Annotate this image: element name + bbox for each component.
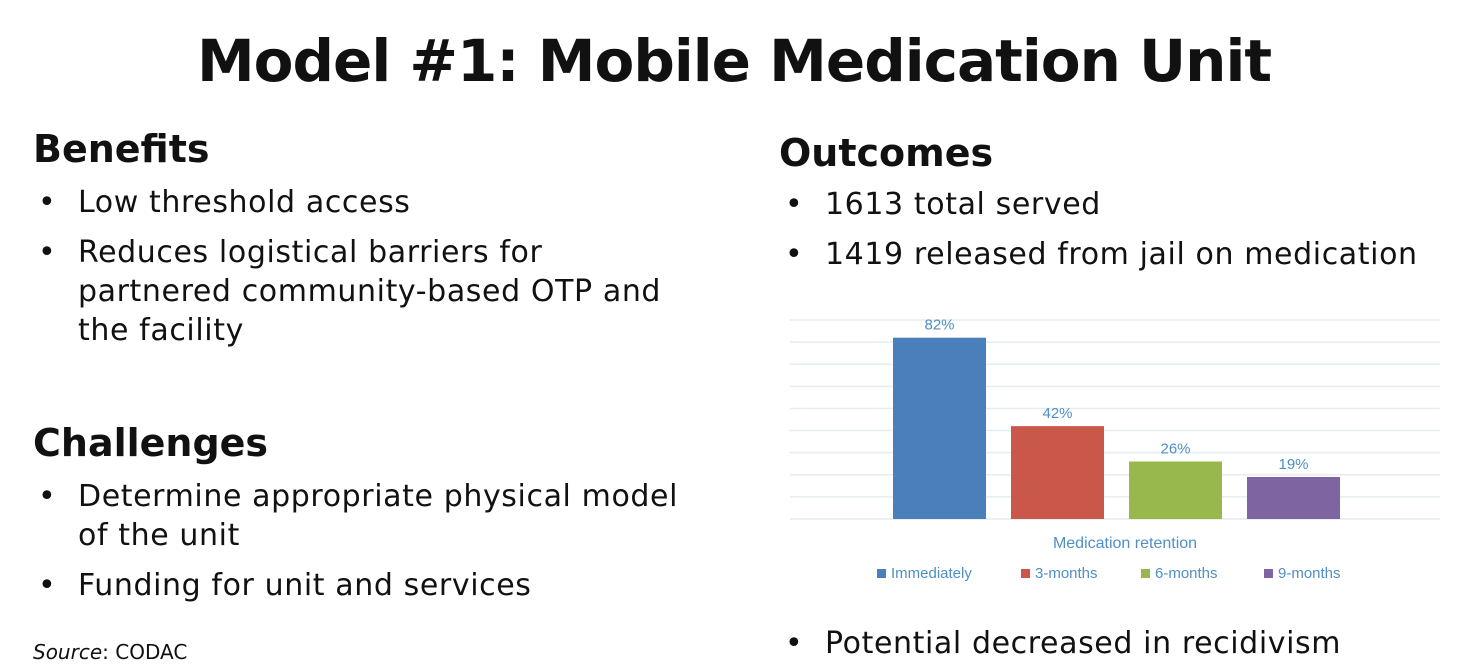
chart-legend-swatch — [1141, 569, 1150, 578]
source-text: : CODAC — [102, 640, 188, 664]
list-item: Determine appropriate physical model of … — [33, 477, 713, 555]
chart-legend-item: 6-months — [1141, 565, 1218, 582]
chart-legend-swatch — [1021, 569, 1030, 578]
chart-legend-item: Immediately — [877, 565, 972, 582]
outcomes-list: 1613 total served 1419 released from jai… — [780, 185, 1460, 274]
benefits-list: Low threshold access Reduces logistical … — [33, 183, 673, 350]
chart-legend: Immediately 3-months 6-months 9-months — [877, 565, 1341, 582]
chart-x-axis-label: Medication retention — [1053, 535, 1197, 552]
chart-legend-swatch — [877, 569, 886, 578]
chart-bar-9-months — [1247, 476, 1340, 519]
chart-value-labels: 82% 42% 26% 19% — [924, 317, 1308, 473]
chart-value-label: 42% — [1042, 405, 1072, 422]
chart-value-label: 26% — [1160, 441, 1190, 458]
chart-bar-3-months — [1011, 426, 1104, 519]
medication-retention-chart: 82% 42% 26% 19% Medication retention Immedi… — [780, 290, 1450, 600]
list-item: Low threshold access — [33, 183, 673, 222]
list-item: Reduces logistical barriers for partnere… — [33, 233, 673, 350]
chart-legend-item: 9-months — [1264, 565, 1341, 582]
chart-legend-label: 6-months — [1155, 565, 1218, 582]
source-citation: Source: CODAC — [33, 638, 187, 666]
chart-bar-6-months — [1129, 461, 1222, 519]
chart-bar-immediately — [893, 337, 986, 519]
chart-gridlines — [790, 319, 1440, 520]
list-item: 1419 released from jail on medication — [780, 235, 1460, 274]
source-label: Source — [33, 640, 103, 664]
list-item: Potential decreased in recidivism — [780, 624, 1460, 663]
chart-legend-item: 3-months — [1021, 565, 1098, 582]
chart-svg: 82% 42% 26% 19% Medication retention Immedi… — [790, 317, 1440, 582]
benefits-heading: Benefits — [33, 127, 210, 171]
chart-legend-label: 3-months — [1035, 565, 1098, 582]
chart-legend-swatch — [1264, 569, 1273, 578]
chart-value-label: 82% — [924, 317, 954, 334]
list-item: Funding for unit and services — [33, 566, 713, 605]
outcomes-footer-list: Potential decreased in recidivism — [780, 624, 1460, 663]
chart-value-label: 19% — [1278, 456, 1308, 473]
challenges-list: Determine appropriate physical model of … — [33, 477, 713, 605]
outcomes-heading: Outcomes — [779, 131, 994, 175]
chart-legend-label: Immediately — [891, 565, 972, 582]
chart-bars — [893, 337, 1340, 519]
challenges-heading: Challenges — [33, 421, 269, 465]
list-item: 1613 total served — [780, 185, 1460, 224]
slide-title: Model #1: Mobile Medication Unit — [196, 27, 1272, 95]
chart-legend-label: 9-months — [1278, 565, 1341, 582]
